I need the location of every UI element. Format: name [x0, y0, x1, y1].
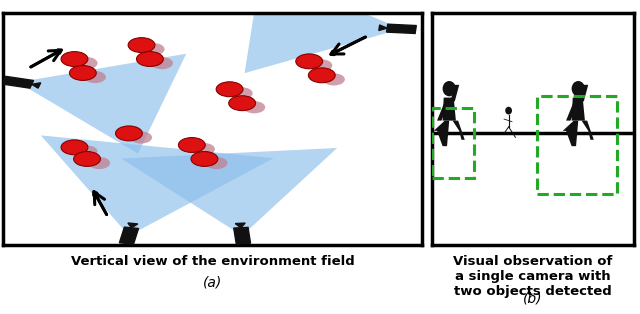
Polygon shape — [443, 98, 456, 121]
Text: Vertical view of the environment field: Vertical view of the environment field — [71, 255, 355, 268]
Polygon shape — [32, 83, 41, 88]
FancyArrowPatch shape — [31, 50, 61, 67]
Circle shape — [130, 131, 152, 143]
FancyArrowPatch shape — [93, 192, 107, 214]
Circle shape — [88, 157, 110, 169]
Circle shape — [84, 71, 106, 83]
Circle shape — [128, 38, 155, 52]
Circle shape — [76, 145, 97, 158]
Circle shape — [572, 81, 585, 96]
Polygon shape — [572, 98, 585, 121]
Polygon shape — [563, 121, 579, 146]
Circle shape — [74, 152, 100, 166]
Polygon shape — [582, 121, 594, 140]
Circle shape — [308, 68, 335, 83]
Circle shape — [243, 101, 265, 113]
Text: (a): (a) — [203, 275, 223, 289]
Polygon shape — [121, 148, 337, 236]
Polygon shape — [120, 227, 138, 244]
Polygon shape — [566, 101, 579, 121]
Bar — [432, 108, 474, 177]
Polygon shape — [437, 101, 449, 121]
Polygon shape — [379, 25, 387, 30]
Circle shape — [310, 59, 332, 72]
Polygon shape — [244, 0, 401, 73]
Text: (b): (b) — [523, 291, 543, 306]
Circle shape — [323, 73, 345, 85]
Circle shape — [69, 66, 96, 80]
Circle shape — [193, 143, 215, 155]
Polygon shape — [41, 135, 274, 236]
Circle shape — [205, 157, 227, 169]
Circle shape — [505, 107, 512, 115]
Circle shape — [61, 140, 88, 155]
Polygon shape — [434, 121, 449, 146]
Polygon shape — [387, 24, 417, 34]
Polygon shape — [579, 85, 588, 101]
Polygon shape — [234, 227, 250, 244]
Circle shape — [136, 51, 163, 67]
Polygon shape — [452, 121, 465, 140]
Circle shape — [228, 96, 255, 111]
Polygon shape — [18, 54, 186, 154]
Circle shape — [443, 81, 456, 96]
Circle shape — [216, 82, 243, 97]
Text: Visual observation of
a single camera with
two objects detected: Visual observation of a single camera wi… — [453, 255, 612, 298]
Circle shape — [116, 126, 142, 141]
Circle shape — [296, 54, 323, 69]
Circle shape — [61, 51, 88, 67]
Polygon shape — [128, 223, 138, 228]
Polygon shape — [236, 223, 245, 228]
Circle shape — [191, 152, 218, 166]
Circle shape — [230, 87, 253, 100]
Bar — [537, 96, 618, 194]
FancyArrowPatch shape — [331, 37, 365, 55]
Polygon shape — [2, 76, 33, 88]
Circle shape — [179, 138, 205, 152]
Circle shape — [151, 57, 173, 69]
Circle shape — [143, 43, 164, 55]
Polygon shape — [451, 85, 460, 101]
Circle shape — [76, 57, 97, 69]
